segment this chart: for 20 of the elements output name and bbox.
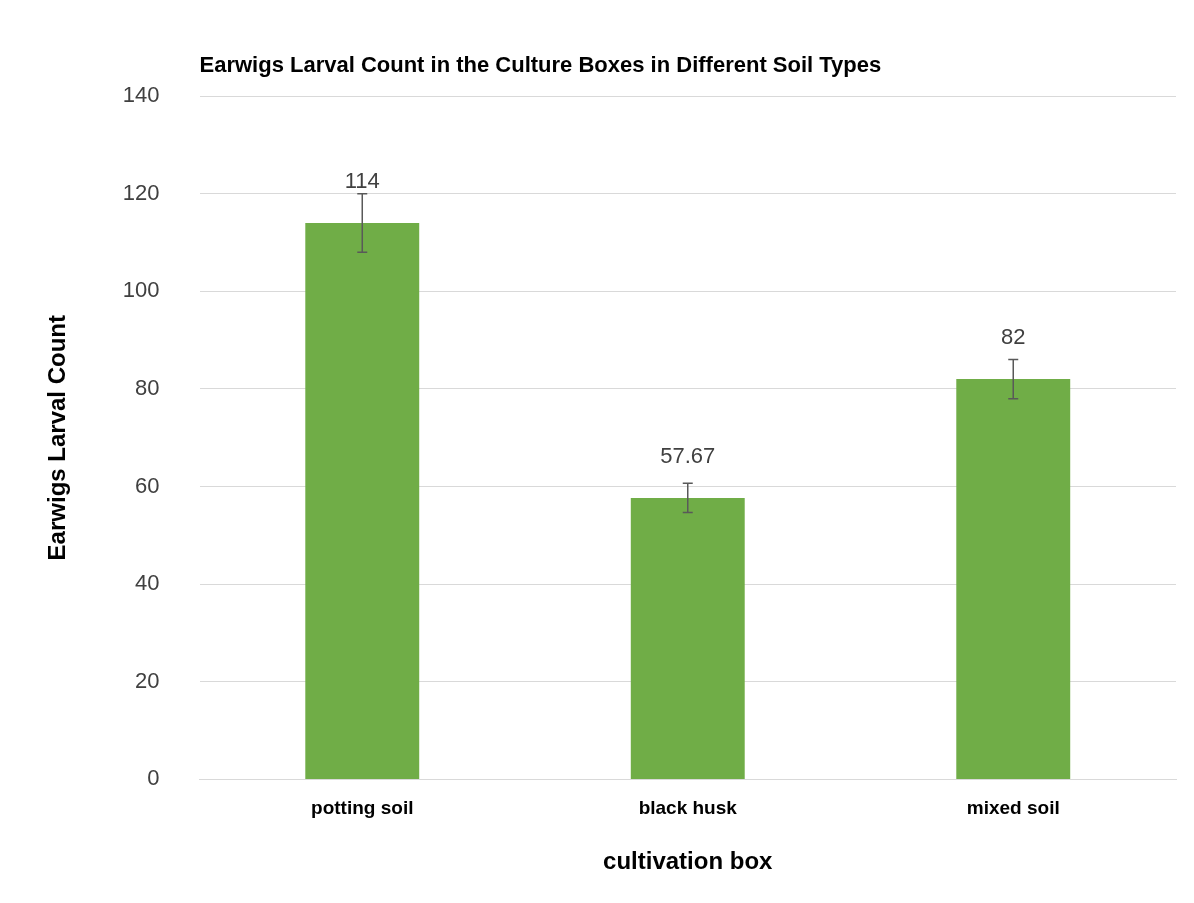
x-tick-label: mixed soil bbox=[966, 797, 1060, 819]
y-tick-label: 80 bbox=[135, 374, 160, 400]
data-label: 114 bbox=[344, 167, 380, 193]
y-tick-label: 40 bbox=[135, 570, 160, 596]
data-label: 57.67 bbox=[660, 442, 716, 468]
y-tick-label: 140 bbox=[122, 82, 160, 108]
bar bbox=[956, 379, 1071, 779]
bar bbox=[305, 222, 420, 779]
x-tick-label: black husk bbox=[638, 797, 738, 819]
x-tick-label: potting soil bbox=[311, 797, 414, 819]
y-tick-label: 20 bbox=[135, 667, 160, 693]
y-tick-label: 120 bbox=[122, 179, 160, 205]
y-tick-label: 100 bbox=[122, 277, 160, 303]
bar bbox=[630, 497, 745, 779]
y-axis-title: Earwigs Larval Count bbox=[43, 315, 71, 561]
y-tick-label: 60 bbox=[135, 472, 160, 498]
y-tick-label: 0 bbox=[147, 765, 160, 791]
x-axis-title: cultivation box bbox=[603, 847, 774, 875]
data-label: 82 bbox=[1001, 324, 1026, 350]
chart-title: Earwigs Larval Count in the Culture Boxes in Different Soil Types bbox=[199, 52, 882, 78]
